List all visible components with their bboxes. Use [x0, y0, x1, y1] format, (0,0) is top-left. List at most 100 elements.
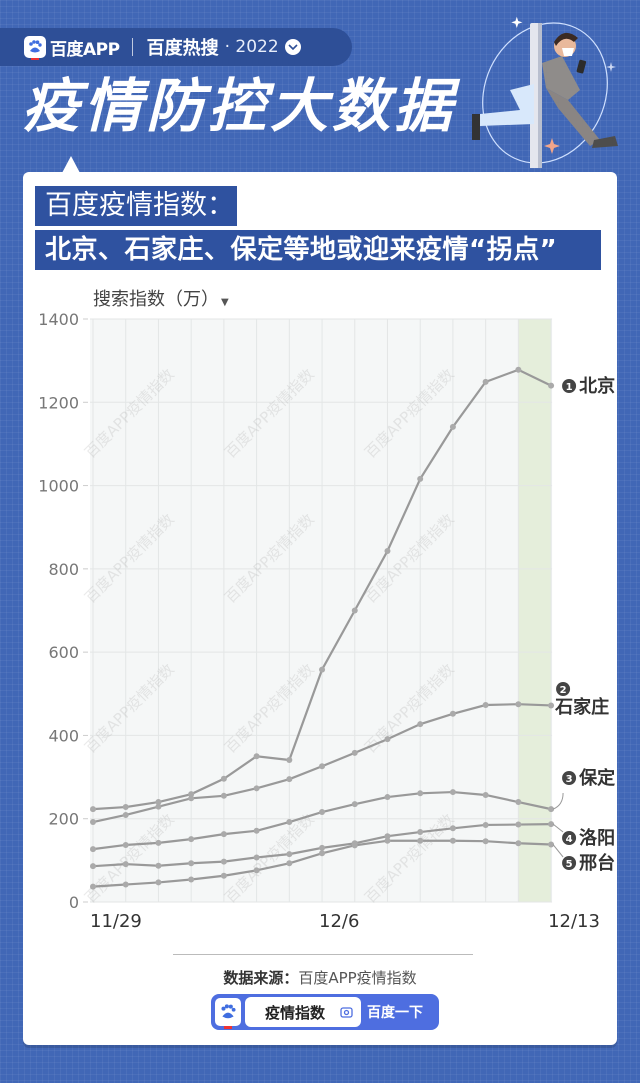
data-point — [384, 736, 391, 743]
data-point — [482, 378, 489, 385]
data-point — [449, 710, 456, 717]
data-point — [515, 799, 522, 806]
year-label: · 2022 — [224, 37, 279, 57]
section-label: 百度热搜 — [146, 38, 219, 59]
data-point — [351, 607, 358, 614]
chart-card: 百度疫情指数： 北京、石家庄、保定等地或迎来疫情“拐点” 搜索指数（万） ▼ 0 2… — [23, 172, 617, 1045]
svg-text:2: 2 — [560, 685, 567, 696]
y-axis-label-text: 搜索指数（万） — [93, 289, 219, 310]
data-point — [253, 785, 260, 792]
highlight-band — [518, 319, 552, 902]
caret-down-icon: ▼ — [221, 297, 229, 308]
page-title: 疫情防控大数据 — [22, 72, 457, 140]
divider — [173, 954, 473, 955]
data-point — [449, 825, 456, 832]
rank-badge — [562, 856, 577, 870]
data-point — [319, 763, 326, 770]
data-point — [515, 701, 522, 708]
source-label: 数据来源： — [223, 969, 299, 987]
data-point — [155, 839, 162, 846]
data-point — [482, 838, 489, 845]
series-label: 北京 — [579, 375, 615, 397]
baidu-paw-icon — [215, 998, 241, 1029]
baidu-search-bar: 疫情指数 百度一下 — [211, 994, 439, 1030]
y-tick-label: 1400 — [38, 310, 79, 329]
data-point — [548, 821, 555, 828]
data-point — [90, 806, 96, 813]
data-point — [155, 879, 162, 886]
data-point — [122, 811, 129, 818]
x-tick-label: 12/6 — [319, 911, 359, 932]
search-input[interactable]: 疫情指数 — [245, 997, 361, 1027]
data-point — [417, 721, 424, 728]
series-label: 洛阳 — [579, 827, 615, 849]
x-tick-label: 11/29 — [90, 911, 142, 932]
y-tick-label: 600 — [48, 643, 79, 662]
person-door-illustration-icon — [472, 16, 618, 168]
data-point — [384, 833, 391, 840]
data-point — [548, 382, 555, 389]
data-point — [155, 803, 162, 810]
camera-icon[interactable] — [340, 1006, 353, 1018]
data-point — [548, 806, 555, 813]
data-point — [253, 753, 260, 760]
y-tick-label: 1200 — [38, 393, 79, 412]
y-tick-label: 0 — [69, 893, 79, 912]
data-point — [188, 836, 195, 843]
data-point — [253, 867, 260, 874]
data-point — [122, 881, 129, 888]
data-point — [482, 821, 489, 828]
data-point — [220, 858, 227, 865]
chevron-down-icon[interactable] — [284, 39, 301, 55]
y-tick-label: 1000 — [38, 477, 79, 496]
data-point — [417, 790, 424, 797]
y-tick-label: 800 — [48, 560, 79, 579]
search-button[interactable]: 百度一下 — [367, 1005, 423, 1021]
baidu-paw-icon — [24, 36, 46, 60]
data-point — [286, 756, 293, 763]
data-point — [351, 801, 358, 808]
data-point — [220, 872, 227, 879]
series-label: 石家庄 — [554, 696, 609, 718]
data-point — [122, 861, 129, 868]
rank-badge — [556, 682, 571, 696]
data-point — [286, 776, 293, 783]
data-source: 数据来源：百度APP疫情指数 — [23, 967, 617, 988]
data-point — [220, 792, 227, 799]
chart-heading: 百度疫情指数： — [35, 186, 237, 226]
data-point — [253, 827, 260, 834]
data-point — [188, 860, 195, 867]
data-point — [482, 791, 489, 798]
data-point — [319, 844, 326, 851]
data-point — [90, 883, 96, 890]
data-point — [351, 842, 358, 849]
series-label: 邢台 — [579, 852, 615, 874]
data-point — [122, 841, 129, 848]
speech-tip — [62, 156, 80, 173]
data-point — [319, 666, 326, 673]
data-point — [220, 831, 227, 838]
source-value: 百度APP疫情指数 — [298, 969, 417, 987]
brand-label: 百度APP — [50, 39, 120, 60]
data-point — [188, 795, 195, 802]
data-point — [384, 794, 391, 801]
svg-text:4: 4 — [566, 834, 573, 845]
data-point — [417, 829, 424, 836]
data-point — [384, 547, 391, 554]
data-point — [449, 423, 456, 430]
svg-text:1: 1 — [566, 382, 573, 393]
data-point — [449, 837, 456, 844]
x-tick-label: 12/13 — [548, 911, 600, 932]
data-point — [286, 819, 293, 826]
data-point — [548, 702, 555, 709]
data-point — [188, 791, 195, 798]
data-point — [286, 860, 293, 867]
data-point — [319, 809, 326, 816]
data-point — [286, 851, 293, 858]
data-point — [90, 819, 96, 826]
series-label: 保定 — [578, 767, 615, 789]
data-point — [515, 366, 522, 373]
data-point — [155, 862, 162, 869]
y-tick-label: 400 — [48, 726, 79, 745]
search-query: 疫情指数 — [265, 1003, 326, 1022]
